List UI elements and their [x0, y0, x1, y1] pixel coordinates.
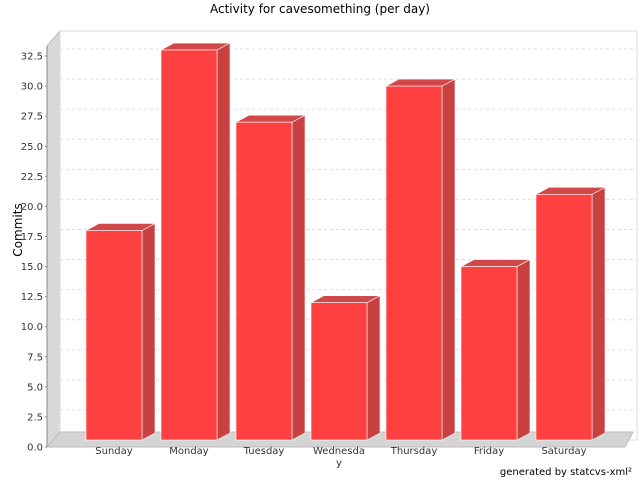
bar-front	[460, 266, 518, 441]
bar-front	[235, 121, 293, 441]
grid-line-side	[46, 259, 61, 267]
grid-line-side	[46, 78, 61, 87]
bar-side	[366, 295, 381, 441]
generated-by-footer: generated by statcvs-xml²	[500, 467, 632, 478]
y-tick-label: 27.5	[21, 112, 43, 123]
bar-saturday	[535, 186, 606, 441]
grid-line-side	[46, 168, 61, 177]
bar-tuesday	[235, 114, 306, 441]
left-wall	[46, 29, 61, 448]
x-tick-label-line: Monday	[169, 446, 209, 457]
chart-title: Activity for cavesomething (per day)	[210, 2, 430, 16]
bar-thursday	[385, 78, 456, 441]
y-axis-label: Commits	[11, 203, 25, 256]
bar-friday	[460, 259, 531, 441]
y-tick-label: 5.0	[27, 382, 43, 393]
x-tick-label: Thursday	[390, 446, 438, 457]
bar-front	[385, 85, 443, 441]
bar-side	[216, 42, 231, 441]
grid-line-side	[46, 289, 61, 298]
grid-line-side	[46, 48, 61, 57]
y-tick-label: 12.5	[21, 292, 43, 303]
bar-side	[516, 259, 531, 441]
bar-side	[441, 78, 456, 441]
grid-line-side	[46, 229, 61, 237]
bar-front	[310, 302, 368, 441]
x-tick-label-line: Friday	[474, 446, 504, 457]
bar-front	[535, 194, 593, 441]
x-tick-label-line: Sunday	[95, 446, 132, 457]
x-tick-label: Monday	[169, 446, 209, 457]
bar-monday	[160, 42, 231, 441]
bar-side	[291, 114, 306, 441]
x-tick-label-line: Thursday	[390, 446, 438, 457]
grid-line-side	[46, 409, 61, 418]
x-axis-labels: Sunday Monday Tuesday Wednesda y Thursday Frid…	[95, 446, 586, 469]
bar-wednesday	[310, 295, 381, 441]
y-axis-ticks: 0.0 2.5 5.0 7.5 10.0 12.5 15.0 17.5 20.0 22.5 25.0…	[21, 46, 48, 454]
y-tick-label: 0.0	[27, 443, 43, 454]
y-tick-label: 30.0	[21, 82, 43, 93]
y-tick-label: 20.0	[21, 202, 43, 213]
x-tick-label: Sunday	[95, 446, 132, 457]
x-tick-label: Tuesday	[243, 446, 285, 457]
x-tick-label: Wednesda y	[313, 446, 365, 469]
x-tick-label: Friday	[474, 446, 504, 457]
bar-side	[141, 222, 156, 441]
x-tick-label: Saturday	[541, 446, 586, 457]
y-tick-label: 2.5	[27, 412, 43, 423]
grid-line-side	[46, 379, 61, 388]
x-tick-label-line: Saturday	[541, 446, 586, 457]
grid-line-side	[46, 349, 61, 358]
grid-line-side	[46, 138, 61, 147]
grid-line-side	[46, 198, 61, 207]
bar-front	[160, 49, 218, 441]
y-tick-label: 7.5	[27, 352, 43, 363]
bar-sunday	[85, 222, 156, 441]
y-tick-label: 15.0	[21, 262, 43, 273]
x-tick-label-line: Wednesda	[313, 446, 365, 457]
bars	[85, 42, 606, 441]
y-tick-label: 25.0	[21, 142, 43, 153]
x-tick-label-line: y	[336, 458, 342, 469]
y-tick-label: 17.5	[21, 232, 43, 243]
y-tick-label: 22.5	[21, 172, 43, 183]
bar-front	[85, 230, 143, 441]
x-tick-label-line: Tuesday	[243, 446, 285, 457]
grid-line-side	[46, 108, 61, 117]
y-tick-label: 32.5	[21, 52, 43, 63]
grid-line-side	[46, 319, 61, 328]
bar-side	[591, 186, 606, 441]
y-tick-label: 10.0	[21, 322, 43, 333]
